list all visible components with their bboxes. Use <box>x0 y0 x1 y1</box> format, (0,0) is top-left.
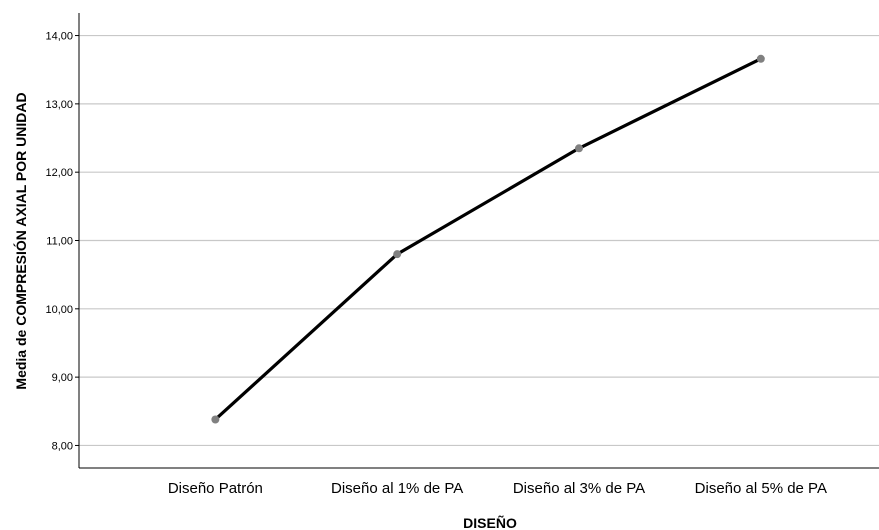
y-axis-title: Media de COMPRESIÓN AXIAL POR UNIDAD <box>12 92 29 389</box>
y-tick-label: 11,00 <box>46 236 73 248</box>
series-line <box>214 57 762 421</box>
y-tick-label: 8,00 <box>52 440 73 452</box>
data-point <box>575 144 583 153</box>
y-tick-label: 12,00 <box>45 167 73 179</box>
y-tick-label: 9,00 <box>52 372 73 384</box>
x-tick-labels: Diseño Patrón Diseño al 1% de PA Diseño al… <box>168 480 827 497</box>
axes <box>78 13 879 469</box>
series <box>211 54 765 424</box>
x-tick-label: Diseño Patrón <box>168 480 263 497</box>
x-tick-label: Diseño al 3% de PA <box>513 480 645 497</box>
y-tick-label: 10,00 <box>45 304 73 316</box>
y-tick-labels: 8,00 9,00 10,00 11,00 12,00 13,00 14,00 <box>45 31 73 453</box>
x-axis-title: DISEÑO <box>463 514 517 530</box>
data-point <box>393 250 402 259</box>
x-tick-label: Diseño al 1% de PA <box>331 480 463 497</box>
data-point <box>756 54 765 63</box>
y-tick-label: 13,00 <box>45 99 73 111</box>
x-tick-label: Diseño al 5% de PA <box>695 480 827 497</box>
y-tick-label: 14,00 <box>45 31 73 43</box>
gridlines <box>75 34 879 447</box>
data-point <box>211 415 220 424</box>
